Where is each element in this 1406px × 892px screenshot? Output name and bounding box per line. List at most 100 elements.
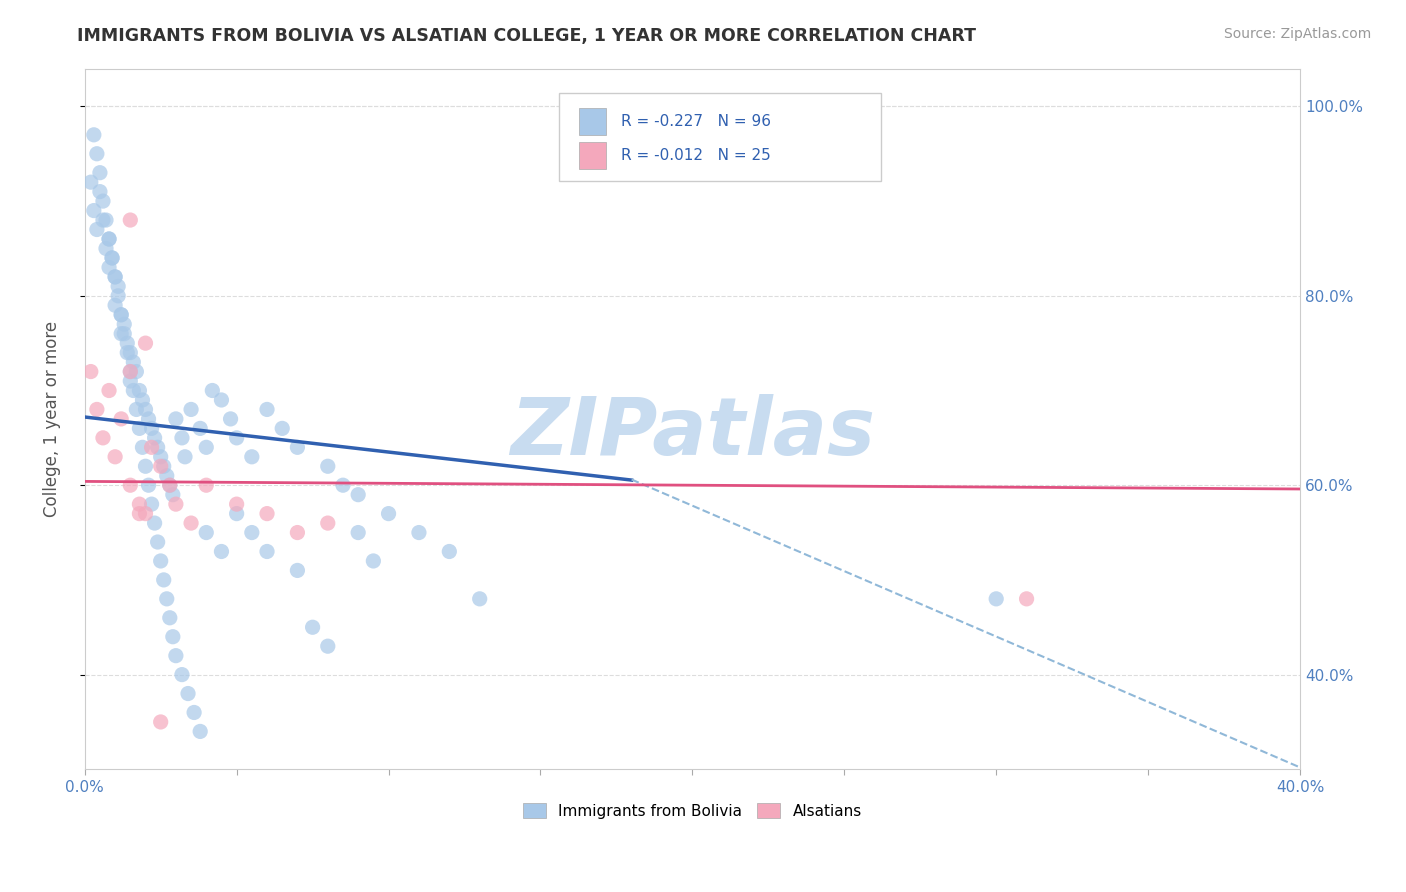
Point bbox=[138, 478, 160, 492]
FancyBboxPatch shape bbox=[558, 93, 880, 181]
Point bbox=[225, 431, 247, 445]
Point bbox=[180, 516, 202, 530]
Point bbox=[120, 213, 142, 227]
Point bbox=[117, 345, 139, 359]
Point bbox=[117, 336, 139, 351]
Point bbox=[219, 412, 242, 426]
Point bbox=[188, 421, 211, 435]
Point bbox=[131, 392, 153, 407]
Point bbox=[211, 392, 233, 407]
Point bbox=[146, 535, 169, 549]
Point bbox=[110, 308, 132, 322]
Point bbox=[91, 194, 114, 208]
Point bbox=[256, 402, 278, 417]
Point bbox=[225, 497, 247, 511]
Point bbox=[240, 450, 263, 464]
Point bbox=[104, 450, 127, 464]
Point bbox=[162, 630, 184, 644]
Point bbox=[180, 402, 202, 417]
Point bbox=[408, 525, 430, 540]
Text: R = -0.012   N = 25: R = -0.012 N = 25 bbox=[620, 148, 770, 163]
Point bbox=[86, 222, 108, 236]
Point bbox=[120, 478, 142, 492]
Point bbox=[128, 507, 150, 521]
Point bbox=[377, 507, 399, 521]
Point bbox=[141, 440, 163, 454]
Point bbox=[287, 440, 309, 454]
Point bbox=[316, 639, 339, 653]
Point bbox=[125, 402, 148, 417]
Point bbox=[110, 308, 132, 322]
Point bbox=[107, 279, 129, 293]
Point bbox=[134, 402, 156, 417]
Point bbox=[1015, 591, 1038, 606]
Point bbox=[83, 128, 105, 142]
Point bbox=[195, 440, 218, 454]
Point bbox=[141, 497, 163, 511]
Text: R = -0.227   N = 96: R = -0.227 N = 96 bbox=[620, 114, 770, 129]
Point bbox=[165, 497, 187, 511]
Point bbox=[177, 687, 200, 701]
Point bbox=[104, 269, 127, 284]
Point bbox=[347, 488, 370, 502]
Point bbox=[86, 402, 108, 417]
Point bbox=[152, 459, 174, 474]
Point bbox=[439, 544, 461, 558]
Point bbox=[287, 525, 309, 540]
Point bbox=[120, 365, 142, 379]
Point bbox=[363, 554, 385, 568]
Point bbox=[112, 326, 135, 341]
Point bbox=[301, 620, 323, 634]
Point bbox=[183, 706, 205, 720]
Point bbox=[256, 507, 278, 521]
Point bbox=[287, 563, 309, 577]
Point bbox=[80, 365, 103, 379]
Point bbox=[80, 175, 103, 189]
Point bbox=[104, 298, 127, 312]
Point bbox=[165, 648, 187, 663]
Point bbox=[347, 525, 370, 540]
Point bbox=[195, 478, 218, 492]
Point bbox=[91, 213, 114, 227]
Point bbox=[149, 554, 172, 568]
Point bbox=[104, 269, 127, 284]
Point bbox=[170, 667, 193, 681]
Point bbox=[332, 478, 354, 492]
Point bbox=[162, 488, 184, 502]
Point bbox=[271, 421, 294, 435]
Y-axis label: College, 1 year or more: College, 1 year or more bbox=[44, 321, 60, 517]
Text: Source: ZipAtlas.com: Source: ZipAtlas.com bbox=[1223, 27, 1371, 41]
Point bbox=[131, 440, 153, 454]
Point bbox=[143, 516, 166, 530]
Point bbox=[256, 544, 278, 558]
Point bbox=[170, 431, 193, 445]
Point bbox=[134, 336, 156, 351]
Point bbox=[120, 345, 142, 359]
Point bbox=[91, 431, 114, 445]
Point bbox=[138, 412, 160, 426]
Point bbox=[128, 497, 150, 511]
FancyBboxPatch shape bbox=[579, 109, 606, 135]
Point bbox=[174, 450, 197, 464]
Point bbox=[156, 591, 179, 606]
Point bbox=[89, 185, 111, 199]
Point bbox=[122, 355, 145, 369]
Point bbox=[101, 251, 124, 265]
Point bbox=[134, 507, 156, 521]
Point bbox=[188, 724, 211, 739]
Point bbox=[110, 412, 132, 426]
Point bbox=[316, 459, 339, 474]
Point bbox=[141, 421, 163, 435]
Point bbox=[94, 242, 117, 256]
Point bbox=[316, 516, 339, 530]
Point bbox=[110, 326, 132, 341]
Point bbox=[120, 374, 142, 388]
Point bbox=[101, 251, 124, 265]
Point bbox=[201, 384, 224, 398]
Point bbox=[143, 431, 166, 445]
Point bbox=[98, 232, 121, 246]
Point bbox=[128, 384, 150, 398]
Point bbox=[211, 544, 233, 558]
Point bbox=[120, 365, 142, 379]
Point bbox=[83, 203, 105, 218]
